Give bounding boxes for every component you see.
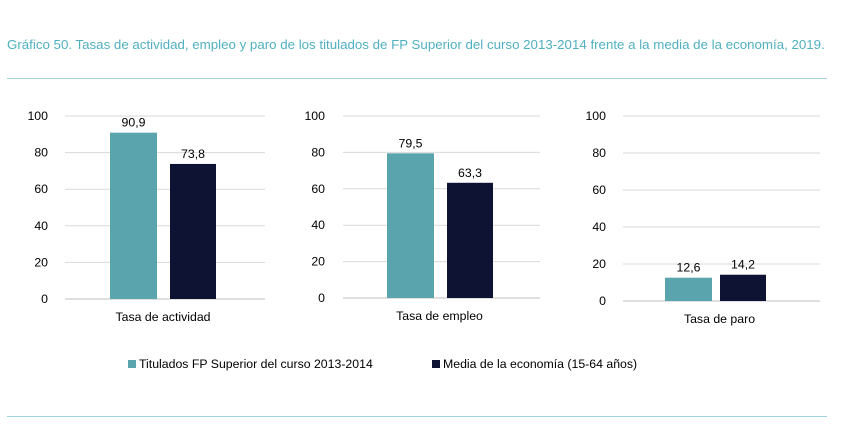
legend-swatch-titulados <box>128 360 136 368</box>
y-tick-label-2-3: 60 <box>311 182 325 196</box>
chart-title: Gráfico 50. Tasas de actividad, empleo y… <box>7 37 825 52</box>
top-divider <box>7 78 827 79</box>
bar-titulados-2 <box>387 153 434 298</box>
y-tick-label-1-0: 0 <box>41 292 48 306</box>
y-tick-label-2-5: 100 <box>304 109 325 123</box>
data-label-media-3: 14,2 <box>731 258 755 272</box>
bar-titulados-3 <box>665 277 712 301</box>
data-label-titulados-1: 90,9 <box>122 116 146 130</box>
y-tick-label-1-2: 40 <box>34 219 48 233</box>
y-tick-label-3-5: 100 <box>585 109 606 123</box>
y-tick-label-3-2: 40 <box>592 220 606 234</box>
y-tick-label-2-4: 80 <box>311 145 325 159</box>
data-label-titulados-2: 79,5 <box>399 136 423 150</box>
bar-media-2 <box>447 182 493 298</box>
legend-label-titulados: Titulados FP Superior del curso 2013-201… <box>139 357 373 371</box>
data-label-titulados-3: 12,6 <box>677 261 701 275</box>
legend-item-media: Media de la economía (15-64 años) <box>432 357 637 371</box>
y-tick-label-2-1: 20 <box>311 255 325 269</box>
y-tick-label-3-1: 20 <box>592 257 606 271</box>
y-tick-label-3-0: 0 <box>599 294 606 308</box>
x-axis-label-3: Tasa de paro <box>684 312 755 326</box>
bar-media-3 <box>720 274 766 301</box>
x-axis-label-2: Tasa de empleo <box>396 309 483 323</box>
data-label-media-2: 63,3 <box>458 166 482 180</box>
charts-area: 0 20 40 60 80 100 90,9 73,8 Tasa de actividad 0 20… <box>27 109 820 326</box>
y-tick-label-1-4: 80 <box>34 146 48 160</box>
legend-item-titulados: Titulados FP Superior del curso 2013-201… <box>128 357 373 371</box>
y-tick-label-1-5: 100 <box>27 109 48 123</box>
x-axis-label-1: Tasa de actividad <box>115 310 210 324</box>
bar-media-1 <box>170 163 216 299</box>
y-tick-label-2-2: 40 <box>311 218 325 232</box>
y-tick-label-3-4: 80 <box>592 146 606 160</box>
y-tick-label-1-3: 60 <box>34 182 48 196</box>
bottom-divider <box>7 416 827 417</box>
y-tick-label-1-1: 20 <box>34 255 48 269</box>
y-tick-label-2-0: 0 <box>318 291 325 305</box>
y-tick-label-3-3: 60 <box>592 183 606 197</box>
data-label-media-1: 73,8 <box>181 147 205 161</box>
legend-swatch-media <box>432 360 440 368</box>
legend-label-media: Media de la economía (15-64 años) <box>443 357 638 371</box>
legend: Titulados FP Superior del curso 2013-201… <box>0 357 868 375</box>
bar-titulados-1 <box>110 132 157 299</box>
